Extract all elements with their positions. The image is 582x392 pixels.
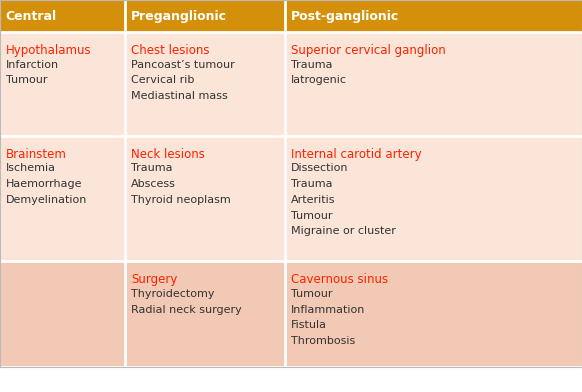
Text: Superior cervical ganglion: Superior cervical ganglion xyxy=(291,44,446,57)
Bar xyxy=(125,261,285,367)
Text: Tumour: Tumour xyxy=(291,289,332,299)
Text: Chest lesions: Chest lesions xyxy=(131,44,210,57)
Text: Iatrogenic: Iatrogenic xyxy=(291,75,347,85)
Bar xyxy=(285,0,582,32)
Text: Thyroid neoplasm: Thyroid neoplasm xyxy=(131,195,230,205)
Text: Preganglionic: Preganglionic xyxy=(131,9,227,23)
Text: Fistula: Fistula xyxy=(291,320,327,330)
Bar xyxy=(285,136,582,261)
Text: Tumour: Tumour xyxy=(291,211,332,221)
Text: Thrombosis: Thrombosis xyxy=(291,336,355,346)
Text: Arteritis: Arteritis xyxy=(291,195,335,205)
Text: Post-ganglionic: Post-ganglionic xyxy=(291,9,399,23)
Text: Surgery: Surgery xyxy=(131,273,178,286)
Text: Thyroidectomy: Thyroidectomy xyxy=(131,289,214,299)
Text: Cavernous sinus: Cavernous sinus xyxy=(291,273,388,286)
Text: Tumour: Tumour xyxy=(6,75,47,85)
Text: Brainstem: Brainstem xyxy=(6,148,67,161)
Text: Mediastinal mass: Mediastinal mass xyxy=(131,91,228,101)
Text: Radial neck surgery: Radial neck surgery xyxy=(131,305,242,315)
Text: Infarction: Infarction xyxy=(6,60,59,70)
Text: Trauma: Trauma xyxy=(291,179,332,189)
Bar xyxy=(125,32,285,136)
Text: Trauma: Trauma xyxy=(291,60,332,70)
Text: Dissection: Dissection xyxy=(291,163,349,174)
Bar xyxy=(0,261,125,367)
Text: Trauma: Trauma xyxy=(131,163,172,174)
Text: Neck lesions: Neck lesions xyxy=(131,148,205,161)
Bar xyxy=(125,0,285,32)
Bar xyxy=(125,136,285,261)
Text: Hypothalamus: Hypothalamus xyxy=(6,44,91,57)
Text: Cervical rib: Cervical rib xyxy=(131,75,194,85)
Text: Internal carotid artery: Internal carotid artery xyxy=(291,148,421,161)
Bar xyxy=(285,261,582,367)
Text: Demyelination: Demyelination xyxy=(6,195,87,205)
Bar xyxy=(0,136,125,261)
Text: Central: Central xyxy=(6,9,57,23)
Text: Pancoast’s tumour: Pancoast’s tumour xyxy=(131,60,235,70)
Text: Inflammation: Inflammation xyxy=(291,305,365,315)
Text: Ischemia: Ischemia xyxy=(6,163,56,174)
Bar xyxy=(0,0,125,32)
Bar xyxy=(285,32,582,136)
Text: Migraine or cluster: Migraine or cluster xyxy=(291,226,396,236)
Text: Haemorrhage: Haemorrhage xyxy=(6,179,82,189)
Bar xyxy=(0,32,125,136)
Text: Abscess: Abscess xyxy=(131,179,176,189)
